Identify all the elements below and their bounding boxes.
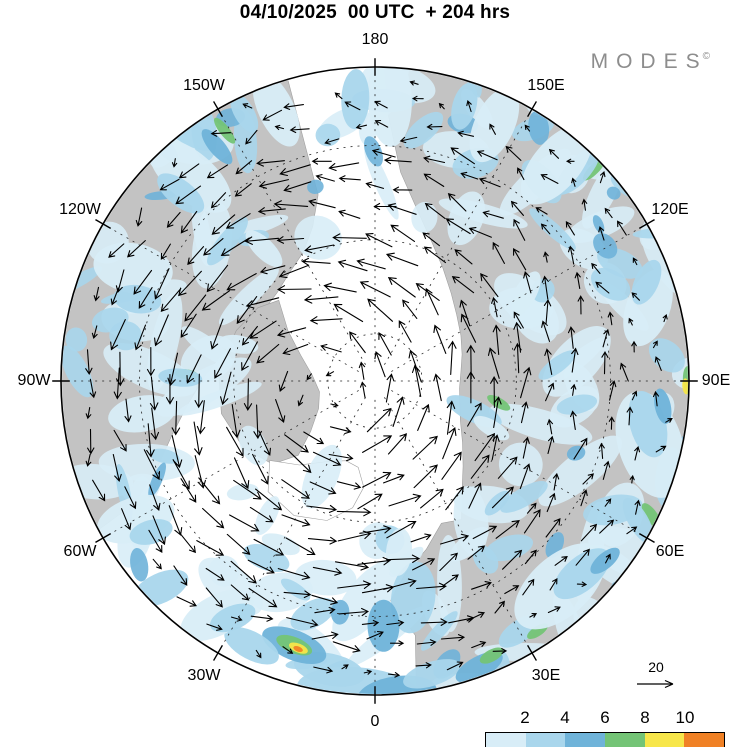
modes-logo-text: MODES	[590, 50, 708, 73]
reference-arrow-icon	[637, 679, 674, 689]
colorbar-segment-3	[605, 733, 645, 747]
reference-vector-value: 20	[648, 659, 664, 675]
modes-logo: MODES©	[591, 50, 710, 74]
copyright-mark-icon: ©	[702, 51, 710, 62]
colorbar-tick-label-8: 8	[640, 708, 650, 727]
colorbar-tick-label-4: 4	[560, 708, 570, 727]
colorbar-tick-labels: 2 4 6 8 10	[485, 706, 725, 730]
colorbar-bar	[485, 732, 725, 747]
reference-vector: 20	[633, 659, 679, 694]
colorbar-segment-2	[565, 733, 606, 747]
colorbar-segment-5	[684, 733, 725, 747]
colorbar-segment-1	[525, 733, 566, 747]
colorbar: 2 4 6 8 10	[485, 706, 725, 747]
colorbar-tick-label-2: 2	[520, 708, 530, 727]
colorbar-segment-0	[486, 733, 526, 747]
wind-arrows-layer	[85, 80, 673, 678]
graticule-layer	[62, 68, 688, 694]
page-title: 04/10/2025 00 UTC + 204 hrs	[239, 2, 511, 23]
map-content	[62, 68, 688, 694]
colorbar-segment-4	[644, 733, 685, 747]
boundary-tick-marks	[52, 58, 698, 704]
colorbar-tick-label-6: 6	[600, 708, 610, 727]
colorbar-tick-label-10: 10	[675, 708, 695, 727]
